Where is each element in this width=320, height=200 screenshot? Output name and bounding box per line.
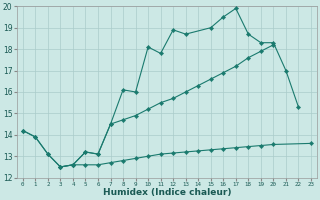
- X-axis label: Humidex (Indice chaleur): Humidex (Indice chaleur): [103, 188, 231, 197]
